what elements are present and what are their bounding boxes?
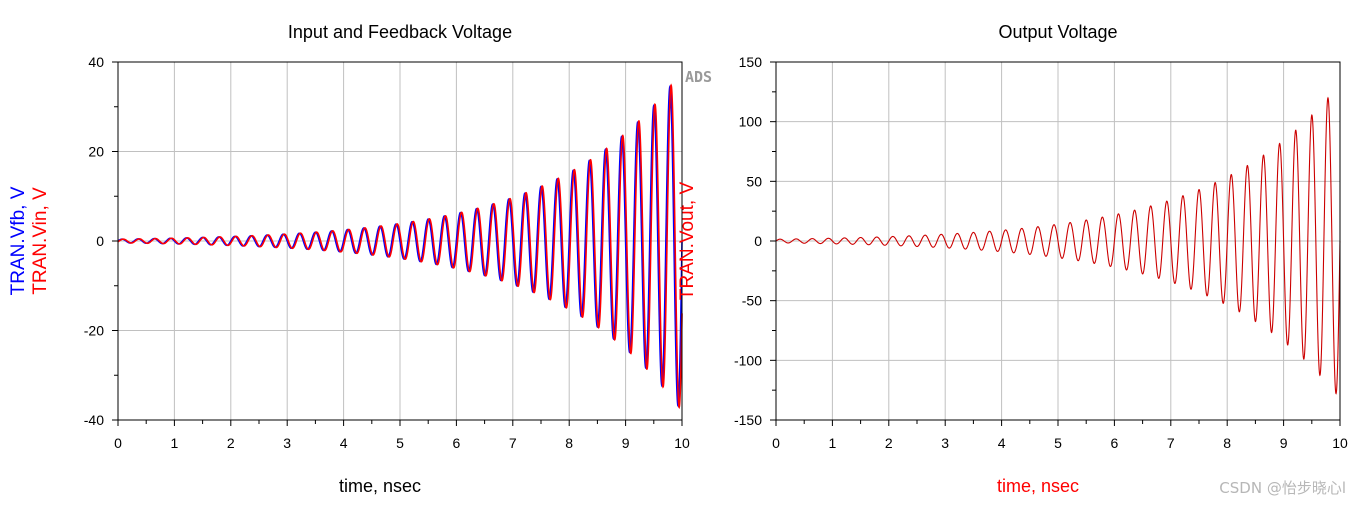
x-tick-label: 10 [674, 435, 690, 451]
y-axis-label-vin: TRAN.Vin, V [30, 187, 51, 295]
y-tick-label: 0 [754, 233, 762, 249]
x-tick-label: 9 [622, 435, 630, 451]
x-tick-label: 8 [1223, 435, 1231, 451]
x-tick-label: 7 [1167, 435, 1175, 451]
series-line-tran-vin [117, 83, 683, 410]
y-tick-label: 20 [88, 144, 104, 160]
x-tick-label: 0 [772, 435, 780, 451]
x-tick-label: 5 [396, 435, 404, 451]
chart-title: Output Voltage [998, 22, 1117, 42]
ads-corner-label: ADS [685, 68, 712, 86]
chart-title: Input and Feedback Voltage [288, 22, 512, 42]
x-tick-label: 0 [114, 435, 122, 451]
y-tick-label: 40 [88, 54, 104, 70]
x-axis-label: time, nsec [997, 476, 1079, 496]
x-tick-label: 5 [1054, 435, 1062, 451]
y-tick-label: -50 [742, 293, 762, 309]
x-tick-label: 4 [340, 435, 348, 451]
x-tick-label: 8 [565, 435, 573, 451]
x-tick-label: 1 [171, 435, 179, 451]
x-tick-label: 10 [1332, 435, 1348, 451]
y-tick-label: 0 [96, 233, 104, 249]
watermark: CSDN @怡步晓心l [1219, 479, 1346, 497]
y-tick-label: -100 [734, 352, 762, 368]
x-tick-label: 4 [998, 435, 1006, 451]
y-tick-label: -20 [84, 323, 104, 339]
y-tick-label: -40 [84, 412, 104, 428]
x-tick-label: 7 [509, 435, 517, 451]
series-line-tran-vout [775, 96, 1341, 395]
x-tick-label: 6 [1111, 435, 1119, 451]
y-tick-label: -150 [734, 412, 762, 428]
x-tick-label: 2 [227, 435, 235, 451]
x-tick-label: 2 [885, 435, 893, 451]
x-tick-label: 6 [453, 435, 461, 451]
y-tick-label: 150 [739, 54, 763, 70]
x-tick-label: 9 [1280, 435, 1288, 451]
y-tick-label: 100 [739, 114, 763, 130]
x-axis-label: time, nsec [339, 476, 421, 496]
y-axis-label-vfb: TRAN.Vfb, V [8, 186, 29, 295]
x-tick-label: 3 [941, 435, 949, 451]
x-tick-label: 3 [283, 435, 291, 451]
y-axis-label-vout: TRAN.Vout, V [677, 182, 698, 301]
y-tick-label: 50 [746, 173, 762, 189]
x-tick-label: 1 [829, 435, 837, 451]
